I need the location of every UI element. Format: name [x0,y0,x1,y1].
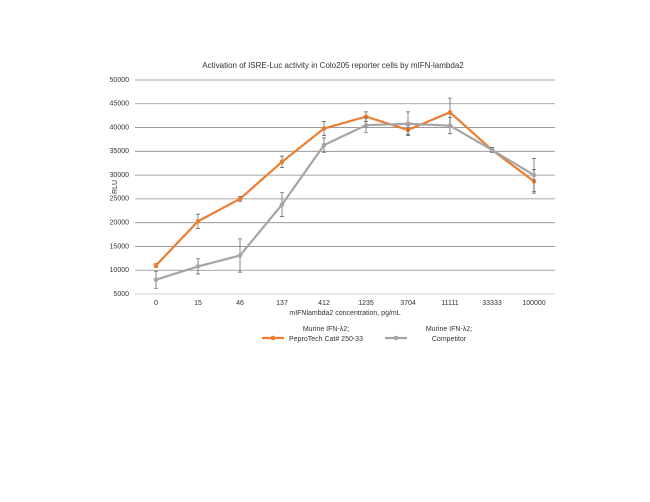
data-point [321,142,327,148]
x-tick-label: 412 [318,300,330,307]
y-tick-label: 45000 [110,101,130,108]
x-tick-label: 33333 [482,300,502,307]
data-point [195,264,201,269]
data-point [279,159,285,165]
y-tick-label: 50000 [110,77,130,84]
y-tick-label: 20000 [110,220,130,227]
series-line [155,111,535,267]
data-point [153,263,159,268]
x-axis-label: mIFNlambda2 concentration, pg/mL [289,310,400,317]
y-tick-label: 40000 [110,124,130,131]
x-tick-label: 137 [276,300,288,307]
series-line [155,122,535,281]
y-tick-label: 30000 [110,172,130,179]
data-point [531,172,537,178]
data-point [153,277,159,283]
data-point [237,196,243,202]
chart-title: Activation of ISRE-Luc activity in Colo2… [202,61,464,70]
data-point [363,122,369,128]
legend-marker [270,335,276,341]
y-tick-label: 10000 [110,267,130,274]
x-tick-label: 15 [194,300,202,307]
data-point [321,126,327,131]
data-point [489,147,495,153]
legend-label: Murine IFN-λ2; Competitor [425,326,473,343]
y-axis-label: RLU [112,180,119,194]
data-point [279,202,285,207]
x-tick-label: 1235 [358,300,374,307]
y-tick-label: 25000 [110,196,130,203]
x-tick-label: 3704 [400,300,416,307]
data-point [405,121,411,127]
x-tick-label: 100000 [522,300,545,307]
x-tick-label: 11111 [441,300,458,307]
legend-marker [393,335,399,341]
data-point [447,123,453,128]
y-tick-label: 15000 [110,243,130,250]
data-point [195,218,201,224]
data-point [447,110,453,115]
x-tick-label: 0 [154,300,158,307]
x-tick-label: 46 [236,300,244,307]
y-tick-label: 35000 [110,148,130,155]
legend-label: Murine IFN-λ2; PeproTech Cat# 250-33 [289,326,363,343]
data-point [237,253,243,258]
y-tick-label: 5000 [113,291,129,298]
